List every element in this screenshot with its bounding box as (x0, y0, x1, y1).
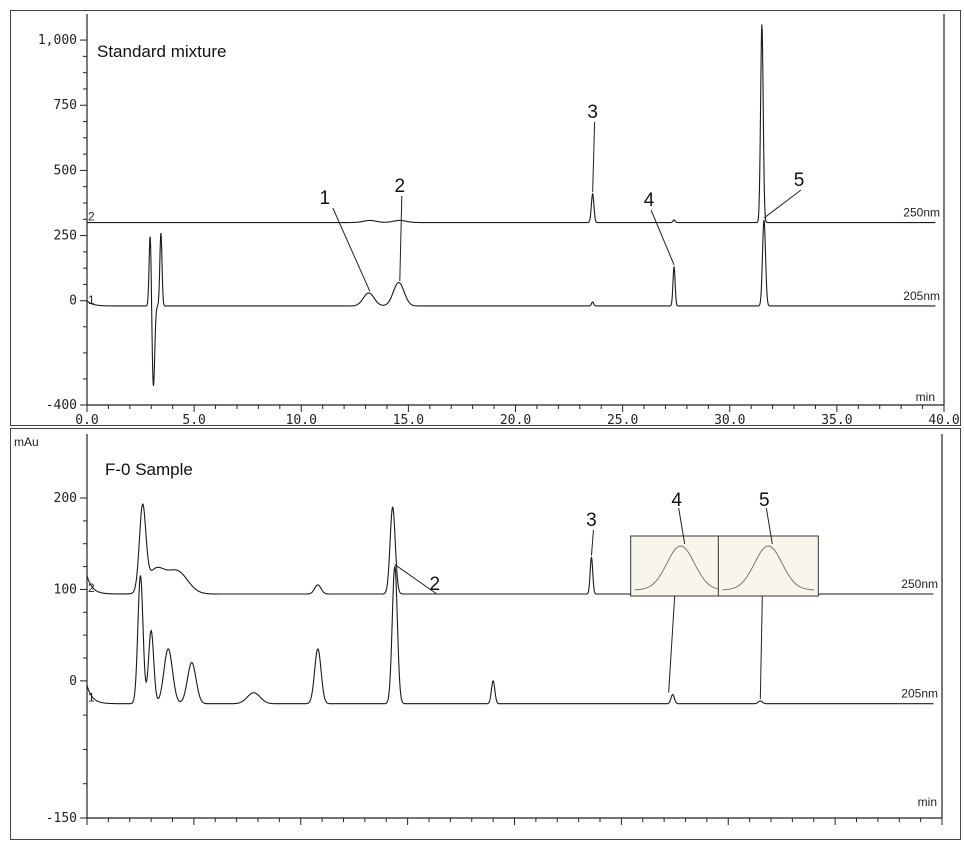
annotation-leader (590, 529, 594, 556)
peak-inset-5 (717, 535, 819, 597)
annotation-leader (394, 564, 438, 595)
x-tick-label: 40.0 (928, 413, 959, 428)
channel-number: 1 (88, 293, 95, 307)
x-tick-label: 30.0 (714, 413, 745, 428)
channel-number: 2 (88, 581, 95, 595)
wavelength-label: 250nm (903, 206, 940, 220)
x-tick-label: 5.0 (182, 413, 205, 428)
peak-inset-4 (630, 535, 732, 597)
x-tick-label: 35.0 (821, 413, 852, 428)
peak-label: 2 (395, 176, 406, 197)
x-tick-label: 25.0 (607, 413, 638, 428)
wavelength-label: 250nm (901, 577, 938, 591)
top-axes: -400 0 250 500 750 1,000 0.0 5.0 10.0 15.0 20.0 25.… (38, 14, 960, 428)
channel-number: 1 (88, 691, 95, 705)
y-tick-label: 100 (54, 582, 77, 597)
inset-peak-curve (634, 545, 727, 591)
wavelength-label: 205nm (903, 289, 940, 303)
trace-250nm (87, 24, 936, 224)
bottom-panel-frame (10, 428, 961, 840)
bottom-y-unit-label: mAu (14, 435, 39, 449)
inset-box (717, 535, 819, 597)
x-tick-label: 10.0 (286, 413, 317, 428)
wavelength-label: 205nm (901, 687, 938, 701)
annotation-leader (765, 507, 773, 545)
top-chart-panel: Standard mixture min -400 0 250 500 750 1,000… (38, 14, 960, 428)
peak-label: 3 (586, 510, 597, 531)
channel-number: 2 (88, 210, 95, 224)
annotation-leader (759, 595, 763, 699)
inset-peak-curve (722, 545, 815, 591)
y-tick-label: 1,000 (38, 33, 77, 48)
trace-205nm (86, 219, 936, 387)
y-tick-label: 750 (54, 98, 77, 113)
trace-205nm (86, 565, 934, 705)
inset-box (630, 535, 732, 597)
peak-label: 3 (587, 102, 598, 123)
y-tick-label: 200 (54, 491, 77, 506)
bottom-chart-panel: F-0 Sample mAu min -150 0 100 200 2 250nm 1 20… (14, 434, 943, 826)
top-x-unit-label: min (916, 390, 935, 404)
x-tick-label: 0.0 (75, 413, 98, 428)
annotation-leader (592, 121, 596, 192)
bottom-axes: -150 0 100 200 (46, 434, 943, 826)
top-traces: 2 250nm 1 205nm (86, 24, 940, 387)
top-chart-title: Standard mixture (97, 42, 226, 61)
y-tick-label: 0 (69, 674, 77, 689)
peak-label: 2 (430, 574, 441, 595)
bottom-traces: 2 250nm 1 205nm (86, 503, 938, 705)
annotation-leader (678, 507, 686, 545)
bottom-x-unit-label: min (918, 795, 937, 809)
annotation-leader (332, 207, 371, 292)
y-tick-label: 0 (69, 294, 77, 309)
peak-label: 4 (644, 190, 655, 211)
annotation-leader (668, 595, 676, 693)
peak-label: 1 (320, 188, 331, 209)
peak-label: 5 (759, 490, 770, 511)
y-tick-label: 250 (54, 229, 77, 244)
y-tick-label: -150 (46, 811, 77, 826)
peak-label: 4 (671, 490, 682, 511)
x-tick-label: 15.0 (393, 413, 424, 428)
bottom-peak-annotations: 2 3 4 5 (394, 490, 819, 699)
peak-label: 5 (794, 170, 805, 191)
y-tick-label: -400 (46, 398, 77, 413)
top-panel-frame (10, 10, 961, 426)
y-tick-label: 500 (54, 163, 77, 178)
x-tick-label: 20.0 (500, 413, 531, 428)
annotation-leader (650, 209, 675, 266)
top-peak-annotations: 1 2 3 4 5 (320, 102, 805, 292)
annotation-leader (763, 189, 802, 219)
annotation-leader (399, 195, 403, 281)
bottom-chart-title: F-0 Sample (105, 460, 193, 479)
